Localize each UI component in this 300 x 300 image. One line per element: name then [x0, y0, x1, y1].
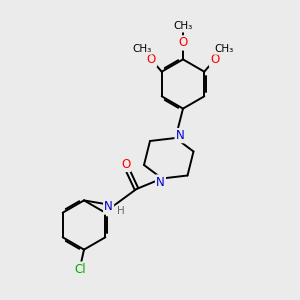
Text: O: O [147, 53, 156, 66]
Text: CH₃: CH₃ [214, 44, 234, 54]
Text: N: N [104, 200, 113, 214]
Text: CH₃: CH₃ [132, 44, 152, 54]
Text: O: O [178, 36, 188, 50]
Text: N: N [176, 129, 184, 142]
Text: H: H [117, 206, 124, 216]
Text: Cl: Cl [74, 262, 85, 276]
Text: N: N [156, 176, 165, 189]
Text: O: O [121, 158, 130, 171]
Text: O: O [210, 53, 219, 66]
Text: CH₃: CH₃ [173, 21, 193, 32]
